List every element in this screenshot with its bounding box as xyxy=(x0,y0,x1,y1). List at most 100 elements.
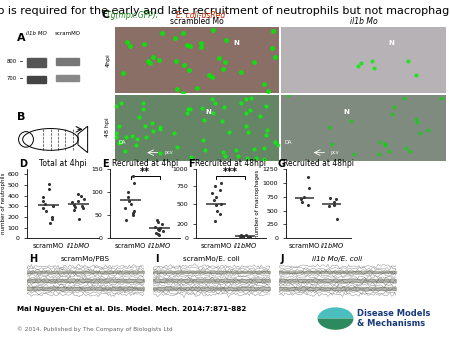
Point xyxy=(244,235,252,240)
Point xyxy=(334,216,341,222)
Point xyxy=(159,222,166,227)
Point xyxy=(211,218,218,224)
Point xyxy=(130,213,137,218)
Point xyxy=(47,220,54,225)
Point xyxy=(129,210,136,216)
Text: C: C xyxy=(101,10,109,20)
Point xyxy=(306,186,313,191)
Point xyxy=(238,234,245,239)
Text: & Mechanisms: & Mechanisms xyxy=(357,319,425,328)
Point xyxy=(75,191,82,196)
Bar xyxy=(27,58,46,67)
Text: A: A xyxy=(17,32,26,43)
Point xyxy=(212,202,220,208)
Text: scrambled Mo: scrambled Mo xyxy=(170,17,224,26)
Point xyxy=(217,187,224,193)
Point xyxy=(71,207,78,212)
Point xyxy=(244,235,251,240)
Text: N: N xyxy=(388,41,394,47)
Text: pcv: pcv xyxy=(164,150,173,155)
Point xyxy=(122,217,130,222)
Point xyxy=(125,199,132,204)
Point xyxy=(124,189,131,195)
Point xyxy=(130,180,138,186)
Text: N: N xyxy=(233,41,239,47)
Text: Disease Models: Disease Models xyxy=(357,309,431,318)
Point xyxy=(210,197,217,203)
Bar xyxy=(27,76,46,83)
Point xyxy=(305,175,312,180)
Text: 4hpi: 4hpi xyxy=(105,53,111,67)
Point xyxy=(71,202,78,208)
Point xyxy=(332,197,339,202)
Point xyxy=(298,197,305,202)
Point xyxy=(42,208,49,213)
Point xyxy=(48,214,55,220)
Point xyxy=(75,198,82,204)
Point xyxy=(50,203,57,209)
Text: 700: 700 xyxy=(7,76,17,81)
Text: Mai Nguyen-Chi et al. Dis. Model. Mech. 2014;7:871-882: Mai Nguyen-Chi et al. Dis. Model. Mech. … xyxy=(17,306,247,312)
Point xyxy=(247,234,254,240)
Point xyxy=(129,173,136,178)
Point xyxy=(300,194,307,199)
Text: ***: *** xyxy=(223,167,238,177)
Point xyxy=(154,226,161,232)
Text: E. coli-dsRed: E. coli-dsRed xyxy=(176,11,225,20)
Point xyxy=(238,233,245,239)
Point xyxy=(39,206,46,211)
Point xyxy=(78,193,85,198)
Text: F: F xyxy=(188,159,194,169)
Title: scramMo/E. coli: scramMo/E. coli xyxy=(183,256,240,262)
Y-axis label: number of macrophages: number of macrophages xyxy=(256,170,261,238)
Text: **: ** xyxy=(140,167,150,177)
Title: scramMo/PBS: scramMo/PBS xyxy=(61,256,110,262)
Point xyxy=(130,208,138,213)
Point xyxy=(80,206,87,211)
Title: Recruited at 48hpi: Recruited at 48hpi xyxy=(283,159,354,168)
Point xyxy=(156,227,163,233)
Point xyxy=(213,208,220,213)
Point xyxy=(125,194,132,199)
Text: N: N xyxy=(344,110,350,115)
Text: D: D xyxy=(19,159,27,169)
Point xyxy=(80,196,87,201)
Point xyxy=(326,196,333,201)
Text: pcv: pcv xyxy=(330,150,339,155)
Text: DA: DA xyxy=(118,140,126,145)
Text: 800: 800 xyxy=(7,58,17,64)
Point xyxy=(40,194,47,199)
Point xyxy=(45,187,53,192)
Point xyxy=(243,232,250,238)
Text: DA: DA xyxy=(284,140,292,145)
Point xyxy=(331,199,338,205)
Text: H: H xyxy=(29,254,37,264)
Bar xyxy=(56,74,79,81)
Point xyxy=(298,199,305,205)
Point xyxy=(157,225,164,231)
Text: © 2014. Published by The Company of Biologists Ltd: © 2014. Published by The Company of Biol… xyxy=(17,326,173,332)
Title: Total at 4hpi: Total at 4hpi xyxy=(39,159,87,168)
Point xyxy=(325,203,333,209)
Point xyxy=(71,205,78,210)
Point xyxy=(154,231,161,236)
Point xyxy=(217,180,225,186)
Point xyxy=(239,234,246,239)
Title: il1b Mo/E. coli: il1b Mo/E. coli xyxy=(312,256,363,262)
Point xyxy=(304,202,311,208)
Text: scramMO: scramMO xyxy=(54,31,80,36)
Text: N: N xyxy=(205,110,211,115)
Point xyxy=(212,184,219,189)
Point xyxy=(237,233,244,238)
Title: Recruited at 4hpi: Recruited at 4hpi xyxy=(112,159,178,168)
Point xyxy=(69,199,76,205)
Y-axis label: number of neutrophils: number of neutrophils xyxy=(0,173,5,234)
Text: Tg(mpx:GFP);: Tg(mpx:GFP); xyxy=(106,11,161,20)
Point xyxy=(217,201,225,206)
Wedge shape xyxy=(318,307,354,318)
Text: il1b Mo: il1b Mo xyxy=(350,17,377,26)
Text: B: B xyxy=(17,112,26,122)
Text: J: J xyxy=(281,254,284,264)
Point xyxy=(122,206,129,211)
Point xyxy=(153,230,160,236)
